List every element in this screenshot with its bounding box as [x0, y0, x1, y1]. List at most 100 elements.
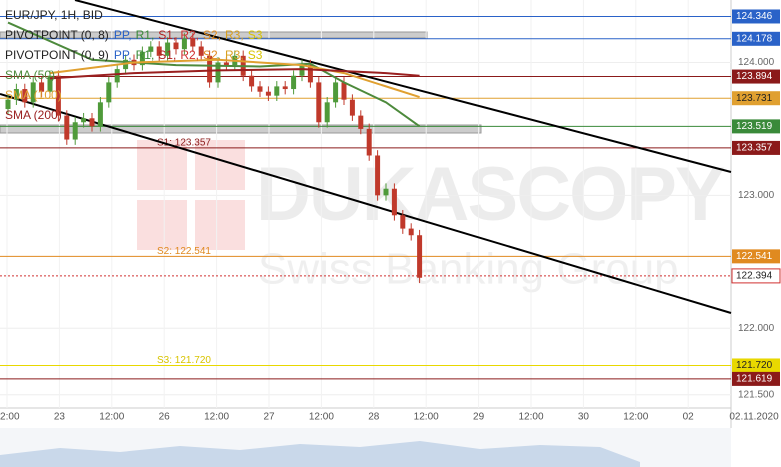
legend-entry: SMA (100): [5, 88, 62, 102]
price-label-box: [732, 358, 780, 373]
candle-body: [22, 89, 28, 103]
pivot-name: R3,: [225, 28, 244, 42]
candle-body: [148, 46, 154, 52]
candle-body: [408, 228, 414, 236]
candle-body: [324, 102, 330, 123]
candle-body: [13, 89, 19, 100]
x-tick-label: 29: [473, 412, 485, 423]
x-tick-label: 12:00: [204, 412, 229, 423]
level-note: S1: 123.357: [157, 138, 211, 149]
x-tick-label: 28: [368, 412, 380, 423]
legend-entry: SMA (50): [5, 68, 55, 82]
legend-entry: SMA (200): [5, 108, 62, 122]
pivot-name: S2,: [203, 28, 221, 42]
price-label: 121.720: [736, 360, 773, 371]
candle-body: [274, 86, 280, 96]
y-tick-label: 124.000: [738, 57, 775, 68]
candle-body: [265, 91, 271, 96]
x-tick-label: 12:00: [623, 412, 648, 423]
sma-line: [49, 58, 420, 98]
y-tick-label: 122.000: [738, 323, 775, 334]
price-label: 123.731: [736, 93, 773, 104]
indicator-label: PIVOTPOINT (0, 8): [5, 28, 109, 42]
candle-body: [282, 86, 288, 90]
candle-body: [316, 82, 322, 123]
trend-line: [0, 93, 732, 314]
pivot-name: S3: [248, 28, 263, 42]
candle-body: [97, 102, 103, 127]
pivot-name: R1,: [136, 48, 155, 62]
price-label-box: [732, 119, 780, 134]
pivot-name: S3: [248, 48, 263, 62]
candle-body: [341, 82, 347, 100]
watermark: DUKASCOPY: [256, 152, 725, 237]
price-label: 122.394: [736, 271, 773, 282]
candle-body: [383, 188, 389, 196]
price-label-box: [732, 31, 780, 46]
y-tick-label: 123.000: [738, 190, 775, 201]
candle-body: [165, 42, 171, 56]
candle-body: [173, 42, 179, 50]
sma-line: [7, 21, 421, 128]
trend-line: [74, 0, 732, 173]
candle-body: [400, 215, 406, 229]
x-tick-label: 27: [263, 412, 275, 423]
x-tick-label: 12:00: [309, 412, 334, 423]
level-note: S3: 121.720: [157, 355, 211, 366]
pivot-band: [0, 124, 482, 134]
watermark-sub: Swiss Banking Group: [258, 245, 679, 294]
price-label-box: [732, 249, 780, 264]
price-label-box: [732, 91, 780, 106]
candle-body: [257, 86, 263, 92]
price-label-box: [732, 371, 780, 386]
pivot-name: S1,: [158, 28, 176, 42]
x-tick-label: 12:00: [0, 412, 20, 423]
price-label: 121.619: [736, 374, 773, 385]
price-label: 123.519: [736, 121, 773, 132]
candle-body: [307, 65, 313, 83]
candle-body: [139, 51, 145, 66]
candle-body: [47, 75, 53, 92]
candle-body: [64, 115, 70, 140]
x-tick-label: 12:00: [99, 412, 124, 423]
candle-body: [30, 82, 36, 103]
candle-body: [114, 69, 120, 83]
candle-body: [190, 38, 196, 47]
candle-body: [72, 122, 78, 140]
candle-body: [181, 38, 187, 50]
candle-body: [349, 99, 355, 116]
candle-body: [391, 188, 397, 216]
pivot-name: S1,: [158, 48, 176, 62]
candle-body: [215, 62, 221, 83]
pivot-name: PP,: [114, 48, 132, 62]
candle-body: [207, 55, 213, 83]
x-tick-label: 30: [578, 412, 590, 423]
price-label: 123.894: [736, 71, 773, 82]
candle-body: [417, 235, 423, 278]
pivot-name: R3,: [225, 48, 244, 62]
candle-body: [198, 46, 204, 56]
price-label-box: [732, 140, 780, 155]
pivot-name: PP,: [114, 28, 132, 42]
legend-title: EUR/JPY, 1H, BID: [5, 8, 103, 22]
candle-body: [39, 82, 45, 92]
y-tick-label: 121.500: [738, 389, 775, 400]
price-label: 124.346: [736, 11, 773, 22]
candle-body: [106, 82, 112, 103]
candle-body: [156, 46, 162, 56]
price-label-box: [731, 268, 781, 284]
candle-body: [5, 99, 11, 109]
price-label-box: [732, 9, 780, 24]
candle-body: [366, 128, 372, 156]
candle-body: [299, 65, 305, 76]
sma-line: [49, 68, 420, 80]
x-tick-label: 26: [159, 412, 171, 423]
price-label-box: [732, 69, 780, 84]
pivot-name: R1,: [136, 28, 155, 42]
candle-body: [291, 75, 297, 90]
candle-body: [249, 75, 255, 87]
price-label: 124.178: [736, 33, 773, 44]
candle-body: [223, 62, 229, 66]
price-label: 123.357: [736, 143, 773, 154]
